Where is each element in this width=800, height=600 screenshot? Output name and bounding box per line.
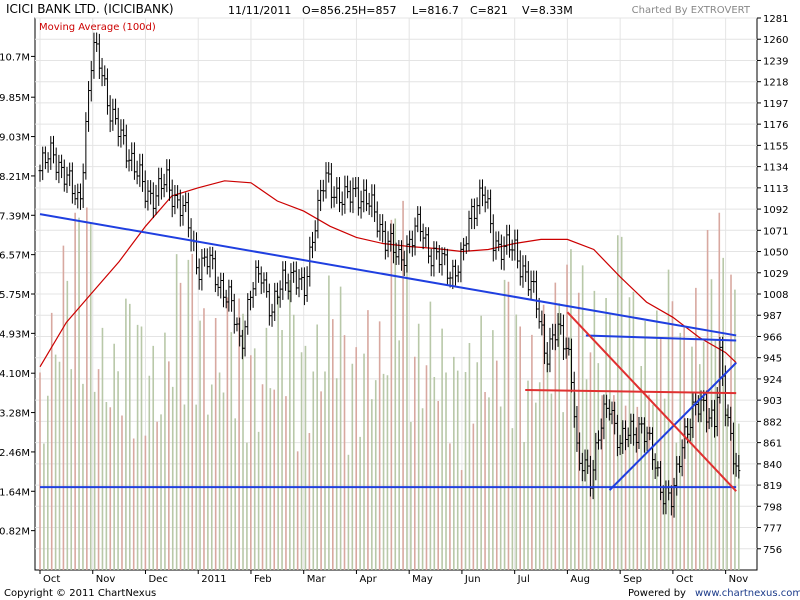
month-label: Apr — [359, 574, 377, 585]
volume-tick-label: 2.46M — [0, 448, 30, 459]
trendline-resistance-line — [525, 389, 737, 395]
volume-tick-label: 4.93M — [0, 329, 30, 340]
quote-low: L=816.7 — [412, 4, 459, 17]
price-tick-label: 903 — [763, 396, 782, 407]
volume-tick-label: 7.39M — [0, 211, 30, 222]
trendline-falling-line — [566, 311, 737, 492]
site-link[interactable]: www.chartnexus.com — [695, 588, 800, 599]
trendline-long-downtrend-line — [39, 213, 737, 337]
volume-tick-label: 9.85M — [0, 93, 30, 104]
price-bars — [38, 32, 741, 518]
powered-by: Powered by — [628, 588, 686, 599]
trendline-upper-line — [585, 334, 737, 342]
price-tick-label: 777 — [763, 524, 782, 535]
month-label: Oct — [43, 574, 60, 585]
price-tick-label: 1176 — [763, 120, 788, 131]
volume-tick-label: 9.03M — [0, 133, 30, 144]
trendlines — [39, 213, 737, 492]
price-tick-label: 861 — [763, 439, 782, 450]
chart-credit: Charted By EXTROVERT — [631, 5, 750, 16]
price-tick-label: 987 — [763, 311, 782, 322]
price-axis: 1281 1260 1239 1218 1197 1176 1155 1134 1113 1092… — [757, 14, 788, 556]
volume-tick-label: 3.28M — [0, 409, 30, 420]
price-tick-label: 1008 — [763, 290, 788, 301]
quote-date: 11/11/2011 — [228, 4, 292, 17]
volume-tick-label: 10.7M — [0, 52, 30, 63]
month-label: Jul — [517, 574, 530, 585]
month-label: 2011 — [201, 574, 226, 585]
price-tick-label: 924 — [763, 375, 782, 386]
price-tick-label: 798 — [763, 502, 782, 513]
volume-axis: 10.7M 9.85M 9.03M 8.21M 7.39M 6.57M 5.75M 4.93M… — [0, 52, 35, 538]
volume-tick-label: 8.21M — [0, 172, 30, 183]
month-label: Feb — [254, 574, 272, 585]
quote-open: O=856.25 — [302, 4, 359, 17]
copyright: Copyright © 2011 ChartNexus — [4, 588, 157, 599]
stock-title: ICICI BANK LTD. (ICICIBANK) — [6, 2, 174, 16]
price-tick-label: 1197 — [763, 99, 788, 110]
legend-moving-average: Moving Average (100d) — [39, 22, 156, 33]
volume-tick-label: 5.75M — [0, 290, 30, 301]
price-tick-label: 840 — [763, 460, 782, 471]
trendline-rising-line — [608, 362, 737, 491]
month-label: Mar — [307, 574, 327, 585]
price-tick-label: 1281 — [763, 14, 788, 25]
month-label: Dec — [148, 574, 167, 585]
price-tick-label: 756 — [763, 545, 782, 556]
price-tick-label: 1218 — [763, 78, 788, 89]
quote-close: C=821 — [470, 4, 508, 17]
quote-volume: V=8.33M — [522, 4, 573, 17]
price-tick-label: 1260 — [763, 35, 788, 46]
price-tick-label: 1155 — [763, 141, 788, 152]
price-tick-label: 882 — [763, 417, 782, 428]
price-tick-label: 1071 — [763, 226, 788, 237]
price-tick-label: 1113 — [763, 184, 788, 195]
price-tick-label: 819 — [763, 481, 782, 492]
month-label: May — [412, 574, 433, 585]
volume-tick-label: 1.64M — [0, 487, 30, 498]
price-tick-label: 945 — [763, 354, 782, 365]
quote-high: H=857 — [358, 4, 397, 17]
month-label: Aug — [570, 574, 590, 585]
price-tick-label: 1134 — [763, 163, 788, 174]
volume-tick-label: 6.57M — [0, 251, 30, 262]
month-label: Sep — [623, 574, 642, 585]
month-label: Oct — [676, 574, 693, 585]
price-tick-label: 966 — [763, 332, 782, 343]
volume-tick-label: 0.82M — [0, 527, 30, 538]
price-tick-label: 1050 — [763, 248, 788, 259]
month-axis: Oct Nov Dec 2011 Feb Mar Apr May Jun Jul Aug Sep Oct… — [39, 570, 749, 585]
month-label: Nov — [96, 574, 116, 585]
price-tick-label: 1029 — [763, 269, 788, 280]
month-label: Jun — [464, 574, 481, 585]
month-label: Nov — [729, 574, 749, 585]
price-tick-label: 1092 — [763, 205, 788, 216]
volume-tick-label: 4.10M — [0, 369, 30, 380]
price-tick-label: 1239 — [763, 56, 788, 67]
volume-bars — [39, 200, 740, 570]
